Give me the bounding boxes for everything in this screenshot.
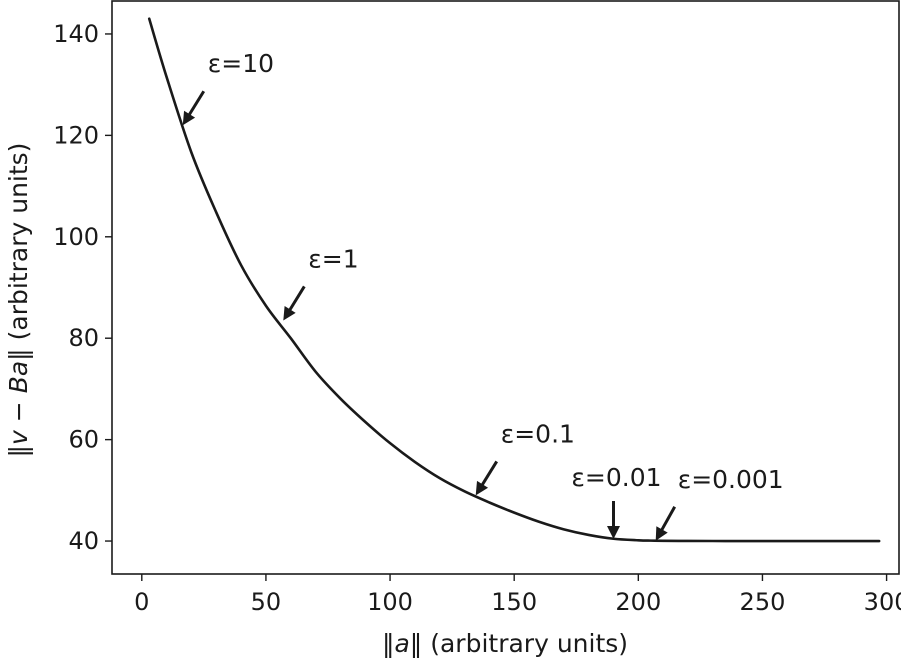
annotation: ε=0.1 [475,419,575,496]
annotation-arrow [187,90,206,117]
annotations: ε=10 ε=1 ε=0.1 ε=0.01 ε=0.001 [182,49,784,541]
x-tick-label: 100 [367,588,413,616]
x-tick-label: 0 [134,588,149,616]
annotation-label: ε=0.01 [571,463,661,492]
annotation-arrowhead [475,480,489,496]
annotation-arrowhead [655,526,668,541]
y-tick-label: 100 [53,223,99,251]
series-line [147,17,881,543]
x-tick-label: 250 [740,588,786,616]
y-tick-label: 140 [53,20,99,48]
x-tick-label: 200 [615,588,661,616]
annotation-label: ε=10 [208,49,274,78]
y-tick-label: 60 [68,426,99,454]
annotation-label: ε=0.001 [678,465,784,494]
annotation-arrow [659,506,677,532]
annotation: ε=10 [182,49,274,126]
y-axis: 40 60 80 100 120 140 [53,20,112,555]
annotation-label: ε=1 [308,244,358,273]
annotation: ε=0.001 [655,465,784,541]
x-tick-label: 150 [491,588,537,616]
y-axis-label: ‖v − Ba‖ (arbitrary units) [4,143,33,458]
annotation-arrowhead [606,526,620,540]
y-tick-label: 40 [68,527,99,555]
x-axis: 0 50 100 150 200 250 300 [134,574,901,616]
annotation: ε=0.01 [571,463,662,540]
annotation-arrow [287,285,306,312]
annotation-arrowhead [182,110,196,126]
annotation-arrowhead [283,305,296,321]
annotation-label: ε=0.1 [501,419,575,448]
y-tick-label: 80 [68,324,99,352]
x-tick-label: 300 [864,588,901,616]
plot-frame [111,0,900,575]
annotation-arrow [480,460,498,487]
y-tick-label: 120 [53,121,99,149]
x-axis-label: ‖a‖ (arbitrary units) [382,629,628,658]
x-tick-label: 50 [251,588,282,616]
annotation: ε=1 [283,244,359,321]
